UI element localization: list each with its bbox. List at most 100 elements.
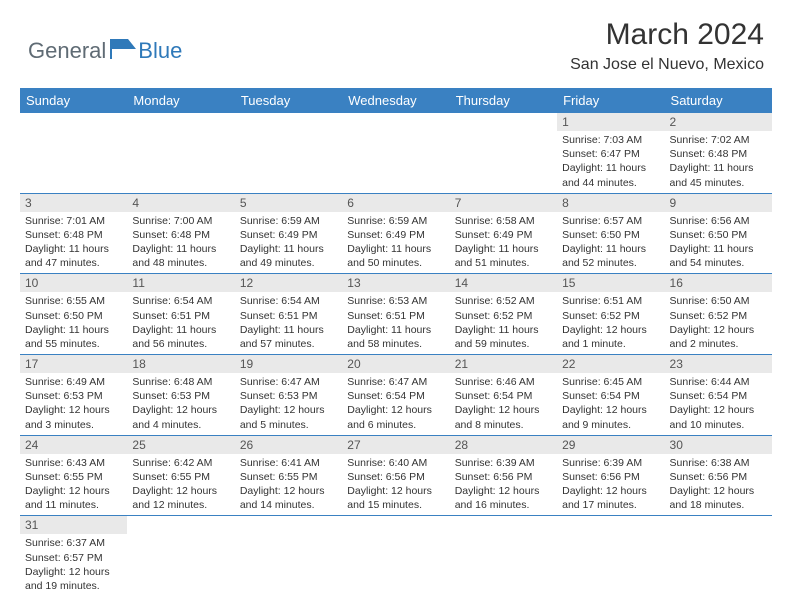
month-title: March 2024 (570, 18, 764, 52)
sunrise-text: Sunrise: 6:53 AM (347, 294, 444, 308)
sunset-text: Sunset: 6:48 PM (132, 228, 229, 242)
day-number: 2 (665, 113, 772, 131)
sunrise-text: Sunrise: 6:40 AM (347, 456, 444, 470)
daylight-text: Daylight: 12 hours and 14 minutes. (240, 484, 337, 512)
daylight-text: Daylight: 11 hours and 49 minutes. (240, 242, 337, 270)
day-number: 28 (450, 436, 557, 454)
calendar-cell: 28Sunrise: 6:39 AMSunset: 6:56 PMDayligh… (450, 435, 557, 516)
day-header: Wednesday (342, 88, 449, 113)
day-details: Sunrise: 6:45 AMSunset: 6:54 PMDaylight:… (557, 373, 664, 435)
sunset-text: Sunset: 6:50 PM (562, 228, 659, 242)
sunset-text: Sunset: 6:49 PM (240, 228, 337, 242)
day-details: Sunrise: 6:55 AMSunset: 6:50 PMDaylight:… (20, 292, 127, 354)
flag-icon (110, 39, 136, 64)
day-details: Sunrise: 6:46 AMSunset: 6:54 PMDaylight:… (450, 373, 557, 435)
day-details: Sunrise: 7:02 AMSunset: 6:48 PMDaylight:… (665, 131, 772, 193)
sunset-text: Sunset: 6:50 PM (670, 228, 767, 242)
calendar-cell: 1Sunrise: 7:03 AMSunset: 6:47 PMDaylight… (557, 113, 664, 193)
calendar-cell: 6Sunrise: 6:59 AMSunset: 6:49 PMDaylight… (342, 193, 449, 274)
day-details: Sunrise: 6:54 AMSunset: 6:51 PMDaylight:… (127, 292, 234, 354)
sunset-text: Sunset: 6:52 PM (455, 309, 552, 323)
daylight-text: Daylight: 11 hours and 47 minutes. (25, 242, 122, 270)
day-number: 8 (557, 194, 664, 212)
day-number: 15 (557, 274, 664, 292)
calendar-cell (235, 516, 342, 596)
sunrise-text: Sunrise: 6:39 AM (562, 456, 659, 470)
calendar-cell: 20Sunrise: 6:47 AMSunset: 6:54 PMDayligh… (342, 355, 449, 436)
daylight-text: Daylight: 12 hours and 8 minutes. (455, 403, 552, 431)
daylight-text: Daylight: 12 hours and 19 minutes. (25, 565, 122, 593)
sunset-text: Sunset: 6:55 PM (240, 470, 337, 484)
sunset-text: Sunset: 6:54 PM (670, 389, 767, 403)
calendar-cell: 15Sunrise: 6:51 AMSunset: 6:52 PMDayligh… (557, 274, 664, 355)
sunrise-text: Sunrise: 6:43 AM (25, 456, 122, 470)
calendar-cell: 17Sunrise: 6:49 AMSunset: 6:53 PMDayligh… (20, 355, 127, 436)
day-details: Sunrise: 6:41 AMSunset: 6:55 PMDaylight:… (235, 454, 342, 516)
day-details: Sunrise: 6:47 AMSunset: 6:53 PMDaylight:… (235, 373, 342, 435)
title-block: March 2024 San Jose el Nuevo, Mexico (570, 18, 764, 74)
sunrise-text: Sunrise: 7:02 AM (670, 133, 767, 147)
calendar-cell (665, 516, 772, 596)
day-details: Sunrise: 7:03 AMSunset: 6:47 PMDaylight:… (557, 131, 664, 193)
day-header: Sunday (20, 88, 127, 113)
day-details: Sunrise: 6:39 AMSunset: 6:56 PMDaylight:… (557, 454, 664, 516)
sunset-text: Sunset: 6:56 PM (562, 470, 659, 484)
day-number: 18 (127, 355, 234, 373)
calendar-cell: 5Sunrise: 6:59 AMSunset: 6:49 PMDaylight… (235, 193, 342, 274)
sunrise-text: Sunrise: 6:51 AM (562, 294, 659, 308)
day-number: 14 (450, 274, 557, 292)
daylight-text: Daylight: 12 hours and 15 minutes. (347, 484, 444, 512)
daylight-text: Daylight: 11 hours and 57 minutes. (240, 323, 337, 351)
day-number: 13 (342, 274, 449, 292)
day-header: Thursday (450, 88, 557, 113)
sunrise-text: Sunrise: 6:38 AM (670, 456, 767, 470)
day-number (235, 516, 342, 520)
day-details: Sunrise: 6:52 AMSunset: 6:52 PMDaylight:… (450, 292, 557, 354)
daylight-text: Daylight: 11 hours and 51 minutes. (455, 242, 552, 270)
day-details: Sunrise: 6:51 AMSunset: 6:52 PMDaylight:… (557, 292, 664, 354)
daylight-text: Daylight: 11 hours and 56 minutes. (132, 323, 229, 351)
day-details: Sunrise: 6:39 AMSunset: 6:56 PMDaylight:… (450, 454, 557, 516)
calendar-cell: 22Sunrise: 6:45 AMSunset: 6:54 PMDayligh… (557, 355, 664, 436)
sunrise-text: Sunrise: 6:41 AM (240, 456, 337, 470)
day-details: Sunrise: 7:00 AMSunset: 6:48 PMDaylight:… (127, 212, 234, 274)
daylight-text: Daylight: 12 hours and 2 minutes. (670, 323, 767, 351)
calendar-cell: 12Sunrise: 6:54 AMSunset: 6:51 PMDayligh… (235, 274, 342, 355)
day-number: 16 (665, 274, 772, 292)
day-number: 19 (235, 355, 342, 373)
daylight-text: Daylight: 12 hours and 5 minutes. (240, 403, 337, 431)
day-details: Sunrise: 6:59 AMSunset: 6:49 PMDaylight:… (342, 212, 449, 274)
day-number: 30 (665, 436, 772, 454)
calendar-cell: 24Sunrise: 6:43 AMSunset: 6:55 PMDayligh… (20, 435, 127, 516)
day-number (127, 113, 234, 117)
sunrise-text: Sunrise: 6:49 AM (25, 375, 122, 389)
day-number: 11 (127, 274, 234, 292)
day-details: Sunrise: 6:47 AMSunset: 6:54 PMDaylight:… (342, 373, 449, 435)
calendar-cell: 25Sunrise: 6:42 AMSunset: 6:55 PMDayligh… (127, 435, 234, 516)
daylight-text: Daylight: 12 hours and 3 minutes. (25, 403, 122, 431)
day-number: 22 (557, 355, 664, 373)
day-details: Sunrise: 6:58 AMSunset: 6:49 PMDaylight:… (450, 212, 557, 274)
sunset-text: Sunset: 6:49 PM (455, 228, 552, 242)
day-details: Sunrise: 7:01 AMSunset: 6:48 PMDaylight:… (20, 212, 127, 274)
calendar-row: 17Sunrise: 6:49 AMSunset: 6:53 PMDayligh… (20, 355, 772, 436)
day-header: Monday (127, 88, 234, 113)
daylight-text: Daylight: 11 hours and 59 minutes. (455, 323, 552, 351)
day-number: 29 (557, 436, 664, 454)
day-number (450, 516, 557, 520)
sunrise-text: Sunrise: 6:42 AM (132, 456, 229, 470)
calendar-cell: 21Sunrise: 6:46 AMSunset: 6:54 PMDayligh… (450, 355, 557, 436)
sunset-text: Sunset: 6:56 PM (670, 470, 767, 484)
daylight-text: Daylight: 11 hours and 50 minutes. (347, 242, 444, 270)
sunrise-text: Sunrise: 6:37 AM (25, 536, 122, 550)
calendar-row: 3Sunrise: 7:01 AMSunset: 6:48 PMDaylight… (20, 193, 772, 274)
calendar-cell: 11Sunrise: 6:54 AMSunset: 6:51 PMDayligh… (127, 274, 234, 355)
sunset-text: Sunset: 6:54 PM (347, 389, 444, 403)
calendar-cell: 30Sunrise: 6:38 AMSunset: 6:56 PMDayligh… (665, 435, 772, 516)
day-number: 9 (665, 194, 772, 212)
calendar-cell (127, 113, 234, 193)
sunset-text: Sunset: 6:51 PM (240, 309, 337, 323)
calendar-cell: 13Sunrise: 6:53 AMSunset: 6:51 PMDayligh… (342, 274, 449, 355)
sunset-text: Sunset: 6:52 PM (562, 309, 659, 323)
sunset-text: Sunset: 6:51 PM (347, 309, 444, 323)
